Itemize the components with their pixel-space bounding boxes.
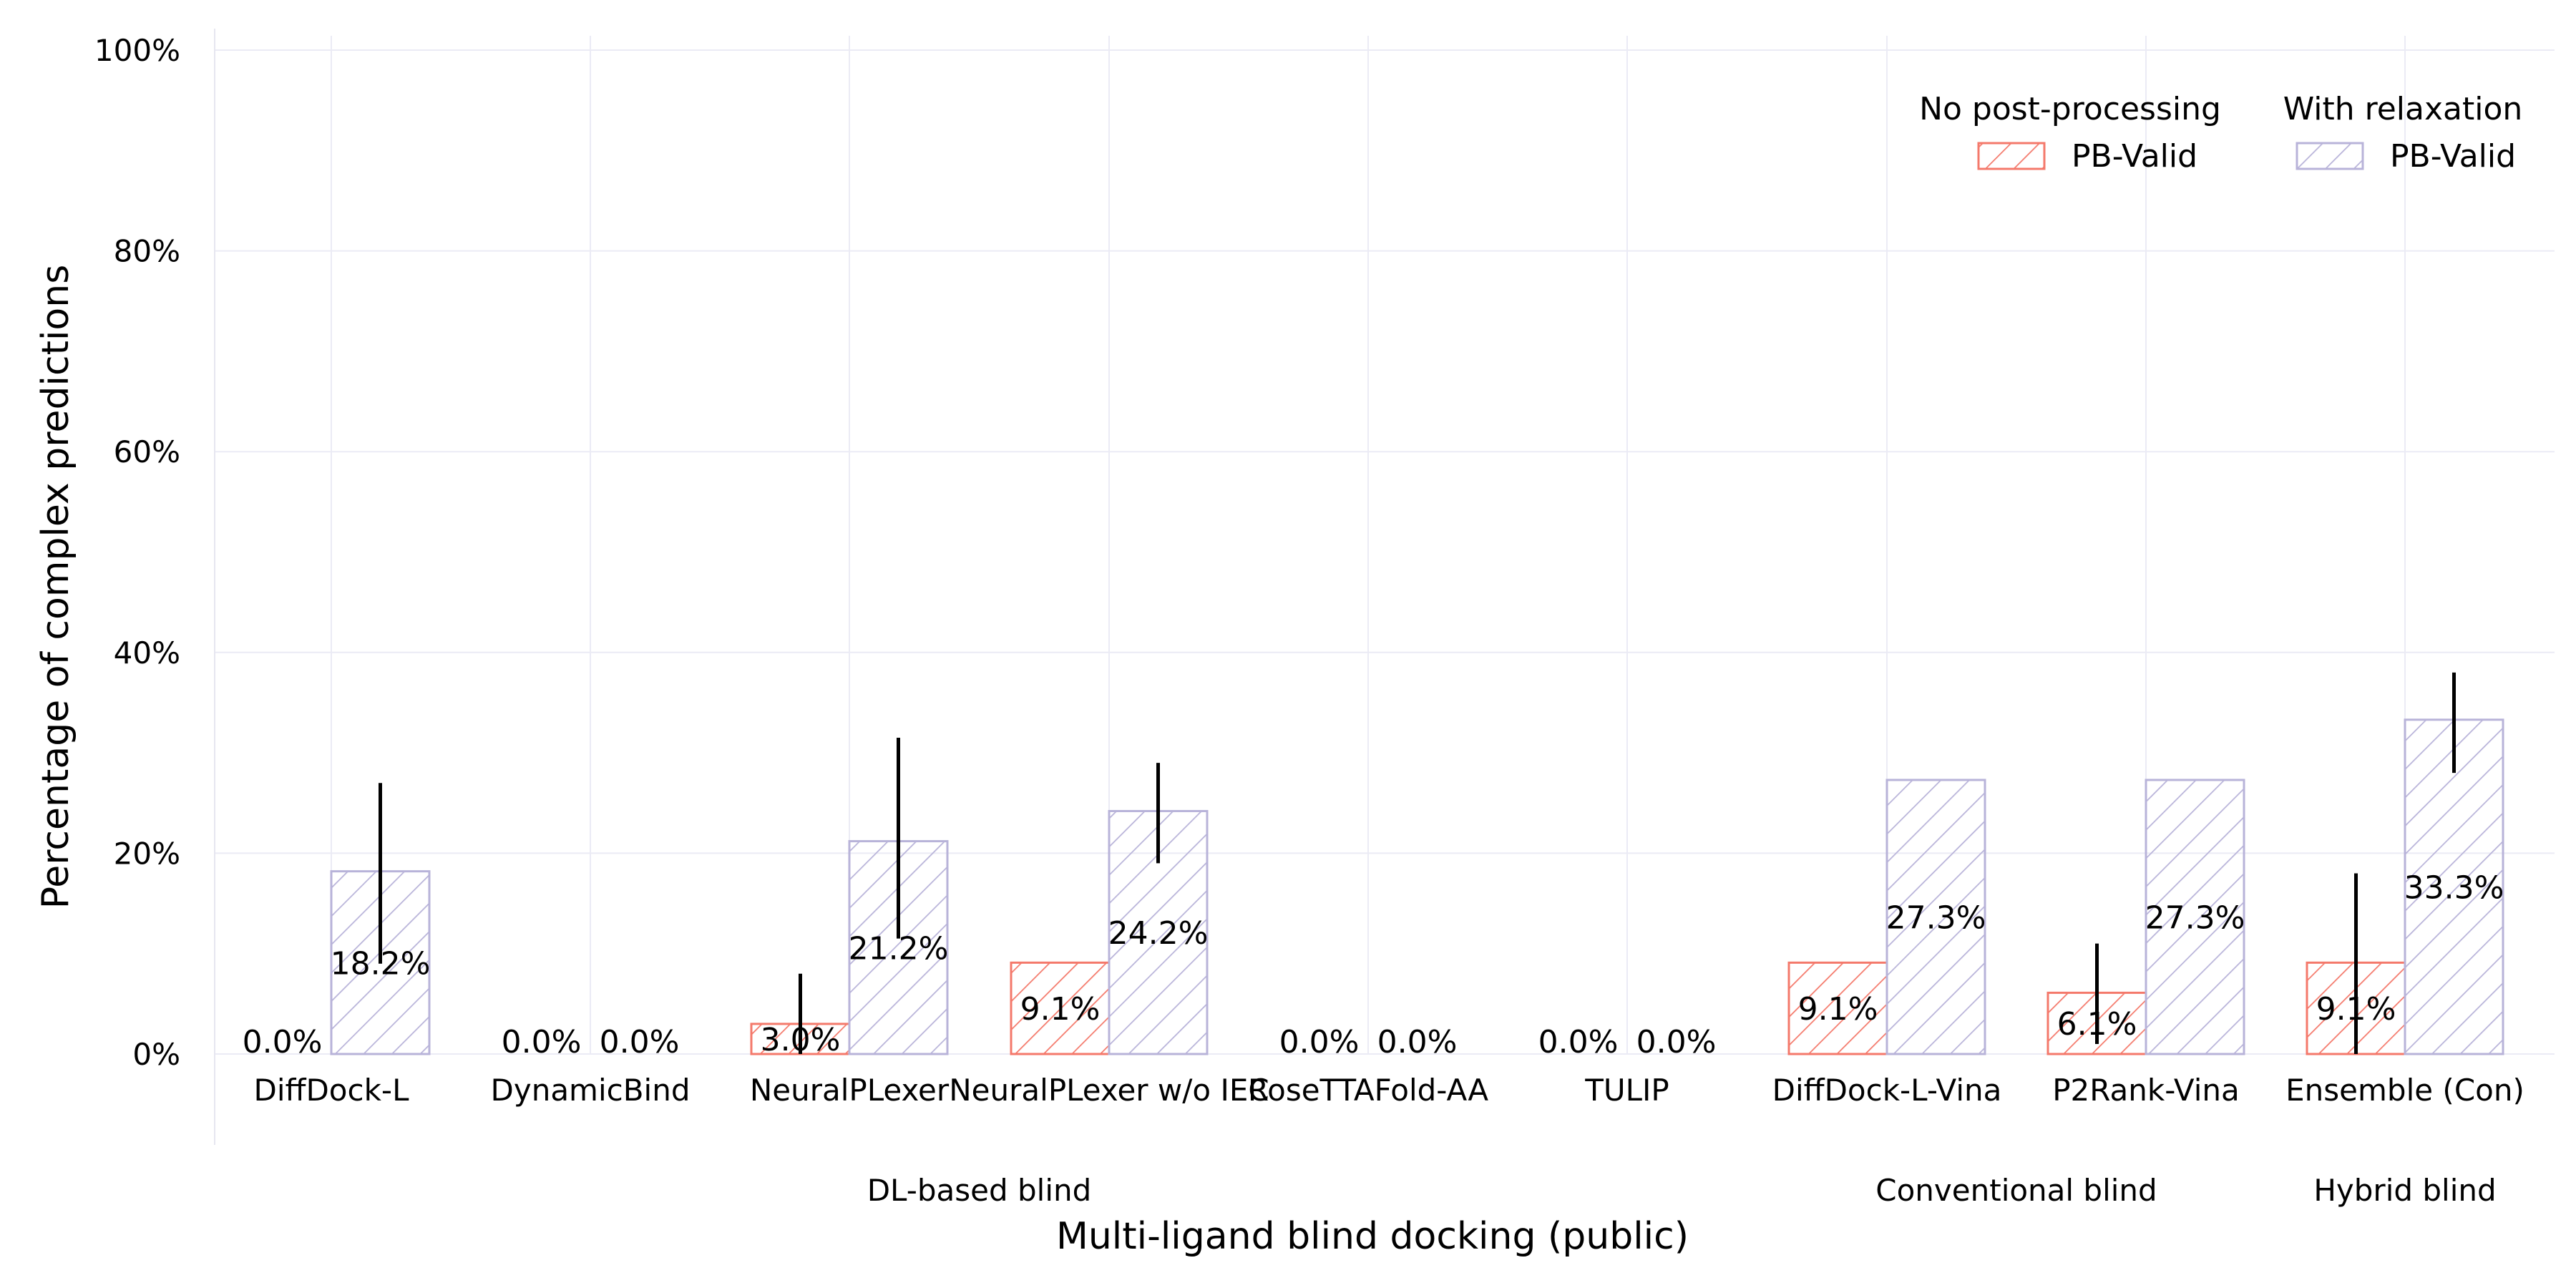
y-tick-label: 40% — [114, 635, 180, 670]
legend-group-title-1: With relaxation — [2283, 91, 2523, 127]
bar-labels: 0.0% 0.0% 3.0% 9.1% 0.0% 0.0% 9.1% 6.1% 9.1% 18.2… — [243, 869, 2504, 1060]
y-tick-label: 60% — [114, 434, 180, 469]
y-axis-title: Percentage of complex predictions — [34, 265, 77, 909]
bar-value-label: 21.2% — [849, 930, 949, 967]
bar-value-label: 0.0% — [1377, 1024, 1458, 1060]
x-tick-label: DiffDock-L-Vina — [1772, 1073, 2002, 1108]
bar-value-label: 0.0% — [502, 1024, 582, 1060]
x-tick-label: Ensemble (Con) — [2285, 1073, 2524, 1108]
error-bars — [379, 672, 2456, 1054]
bar-value-label: 9.1% — [1798, 991, 1878, 1028]
group-label: DL-based blind — [867, 1173, 1092, 1208]
legend-entry-1: PB-Valid — [2390, 138, 2516, 175]
x-tick-label: DynamicBind — [491, 1073, 691, 1108]
legend-swatch-no-post-processing — [1977, 142, 2046, 170]
bar-value-label: 0.0% — [243, 1024, 323, 1060]
bar-value-label: 27.3% — [1886, 899, 1986, 936]
y-tick-label: 20% — [114, 836, 180, 871]
y-tick-label: 80% — [114, 234, 180, 269]
bar-series-1 — [2404, 718, 2504, 1055]
bar-value-label: 9.1% — [1020, 991, 1101, 1028]
group-label: Hybrid blind — [2313, 1173, 2496, 1208]
bar-value-label: 24.2% — [1108, 915, 1209, 952]
bar-value-label: 9.1% — [2316, 991, 2396, 1028]
legend: No post-processing With relaxation PB-Va… — [1919, 91, 2522, 175]
x-tick-label: P2Rank-Vina — [2052, 1073, 2240, 1108]
x-tick-label: TULIP — [1584, 1073, 1669, 1108]
bar-series-1 — [1885, 779, 1986, 1055]
legend-swatch-with-relaxation — [2296, 142, 2364, 170]
x-tick-label: NeuralPLexer — [750, 1073, 950, 1108]
x-tick-label: NeuralPLexer w/o IEC — [949, 1073, 1269, 1108]
bars — [330, 718, 2504, 1055]
bar-series-0 — [1010, 961, 1111, 1055]
bar-value-label: 6.1% — [2057, 1006, 2137, 1043]
group-labels: DL-based blind Conventional blind Hybrid b… — [867, 1173, 2497, 1208]
bar-value-label: 18.2% — [331, 945, 431, 982]
x-axis-title: Multi-ligand blind docking (public) — [1056, 1215, 1689, 1258]
y-tick-label: 0% — [132, 1037, 180, 1072]
bar-value-label: 0.0% — [1279, 1024, 1360, 1060]
y-tick-label: 100% — [94, 33, 180, 68]
group-label: Conventional blind — [1875, 1173, 2157, 1208]
x-tick-label: RoseTTAFold-AA — [1248, 1073, 1489, 1108]
x-tick-labels: DiffDock-L DynamicBind NeuralPLexer NeuralP… — [254, 1073, 2524, 1108]
bar-value-label: 0.0% — [600, 1024, 680, 1060]
legend-group-title-0: No post-processing — [1919, 91, 2221, 127]
bar-value-label: 3.0% — [761, 1022, 841, 1058]
bar-series-0 — [1787, 961, 1888, 1055]
legend-entry-0: PB-Valid — [2072, 138, 2197, 175]
bar-value-label: 27.3% — [2145, 899, 2245, 936]
x-tick-label: DiffDock-L — [254, 1073, 410, 1108]
bar-series-1 — [2145, 779, 2245, 1055]
y-tick-labels: 0% 20% 40% 60% 80% 100% — [94, 33, 180, 1072]
bar-value-label: 0.0% — [1636, 1024, 1717, 1060]
bar-value-label: 33.3% — [2404, 869, 2504, 906]
bar-value-label: 0.0% — [1538, 1024, 1619, 1060]
